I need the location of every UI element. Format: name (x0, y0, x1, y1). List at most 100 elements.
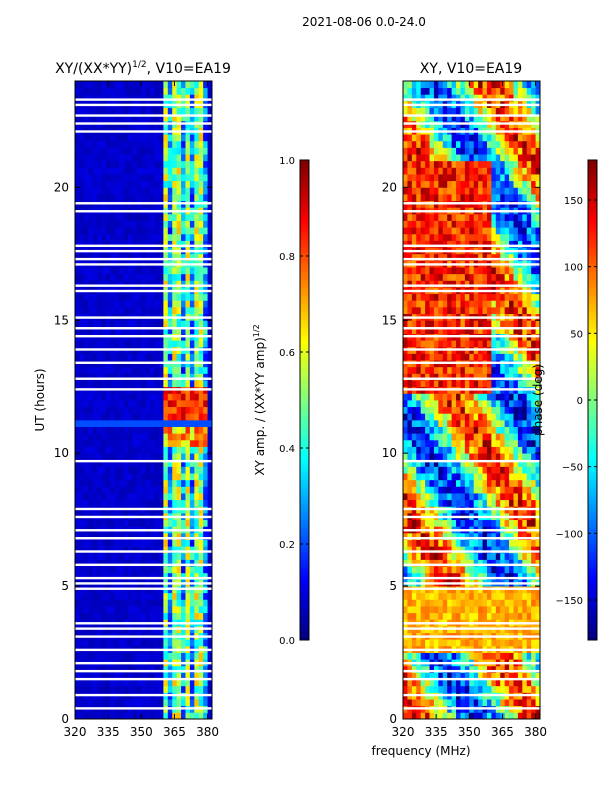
heatmap-cell (189, 559, 195, 567)
heatmap-cell (456, 439, 461, 447)
heatmap-cell (119, 140, 125, 148)
heatmap-cell (119, 446, 125, 454)
colorbar-step (300, 464, 309, 469)
heatmap-cell (482, 606, 488, 614)
heatmap-cell (154, 253, 160, 261)
heatmap-cell (176, 213, 182, 221)
heatmap-cell (194, 539, 200, 547)
heatmap-cell (438, 599, 444, 607)
heatmap-cell (420, 566, 426, 574)
heatmap-cell (526, 380, 532, 388)
heatmap-cell (123, 473, 129, 481)
heatmap-cell (97, 685, 102, 693)
heatmap-cell (154, 167, 160, 175)
heatmap-cell (92, 406, 98, 414)
heatmap-cell (167, 685, 173, 693)
heatmap-cell (198, 81, 204, 89)
heatmap-cell (163, 665, 169, 673)
heatmap-cell (141, 532, 147, 540)
heatmap-cell (136, 340, 142, 348)
heatmap-cell (185, 353, 191, 361)
heatmap-cell (136, 679, 142, 687)
heatmap-cell (145, 665, 151, 673)
heatmap-cell (194, 280, 200, 288)
heatmap-cell (411, 665, 417, 673)
heatmap-cell (172, 592, 178, 600)
heatmap-cell (189, 87, 195, 95)
heatmap-cell (403, 519, 408, 527)
heatmap-cell (132, 679, 138, 687)
heatmap-cell (403, 493, 408, 501)
heatmap-cell (189, 652, 195, 660)
heatmap-cell (97, 413, 102, 421)
heatmap-cell (132, 220, 138, 228)
heatmap-cell (469, 479, 475, 487)
heatmap-cell (92, 559, 98, 567)
heatmap-cell (150, 439, 155, 447)
heatmap-cell (132, 267, 138, 275)
heatmap-cell (123, 134, 129, 142)
heatmap-cell (451, 473, 457, 481)
heatmap-cell (75, 353, 80, 361)
heatmap-cell (119, 572, 125, 580)
heatmap-cell (198, 87, 204, 95)
heatmap-cell (154, 400, 160, 408)
heatmap-cell (411, 353, 417, 361)
heatmap-cell (145, 453, 151, 461)
heatmap-cell (522, 572, 528, 580)
heatmap-cell (517, 712, 523, 720)
heatmap-cell (451, 466, 457, 474)
heatmap-cell (119, 493, 125, 501)
heatmap-cell (189, 699, 195, 707)
heatmap-cell (150, 519, 155, 527)
flagged-row (75, 507, 212, 511)
heatmap-cell (97, 612, 102, 620)
heatmap-cell (136, 606, 142, 614)
heatmap-cell (176, 167, 182, 175)
heatmap-cell (167, 519, 173, 527)
heatmap-cell (79, 486, 85, 494)
heatmap-cell (123, 406, 129, 414)
heatmap-cell (110, 366, 116, 374)
heatmap-cell (438, 679, 444, 687)
heatmap-cell (198, 566, 204, 574)
heatmap-cell (185, 652, 191, 660)
heatmap-cell (132, 599, 138, 607)
heatmap-cell (92, 393, 98, 401)
heatmap-cell (198, 167, 204, 175)
colorbar-step (300, 460, 309, 465)
heatmap-cell (167, 154, 173, 162)
heatmap-cell (198, 300, 204, 308)
heatmap-cell (442, 532, 448, 540)
heatmap-cell (101, 426, 107, 434)
heatmap-cell (522, 380, 528, 388)
heatmap-cell (79, 87, 85, 95)
heatmap-cell (119, 539, 125, 547)
heatmap-cell (420, 532, 426, 540)
heatmap-cell (526, 340, 532, 348)
heatmap-cell (416, 413, 422, 421)
heatmap-cell (163, 380, 169, 388)
heatmap-cell (145, 433, 151, 441)
heatmap-cell (167, 699, 173, 707)
heatmap-cell (203, 473, 208, 481)
heatmap-cell (163, 81, 169, 89)
heatmap-cell (198, 499, 204, 507)
colorbar-step (300, 204, 309, 209)
heatmap-cell (132, 459, 138, 467)
heatmap-cell (150, 160, 155, 168)
heatmap-cell (517, 672, 523, 680)
heatmap-cell (101, 546, 107, 554)
heatmap-cell (181, 599, 186, 607)
heatmap-cell (473, 439, 479, 447)
heatmap-cell (460, 353, 466, 361)
heatmap-cell (464, 685, 470, 693)
heatmap-cell (101, 353, 107, 361)
heatmap-cell (203, 393, 208, 401)
heatmap-cell (500, 380, 506, 388)
heatmap-cell (176, 306, 182, 315)
heatmap-cell (456, 499, 461, 507)
heatmap-cell (145, 253, 151, 261)
heatmap-cell (425, 592, 430, 600)
heatmap-cell (110, 320, 116, 328)
